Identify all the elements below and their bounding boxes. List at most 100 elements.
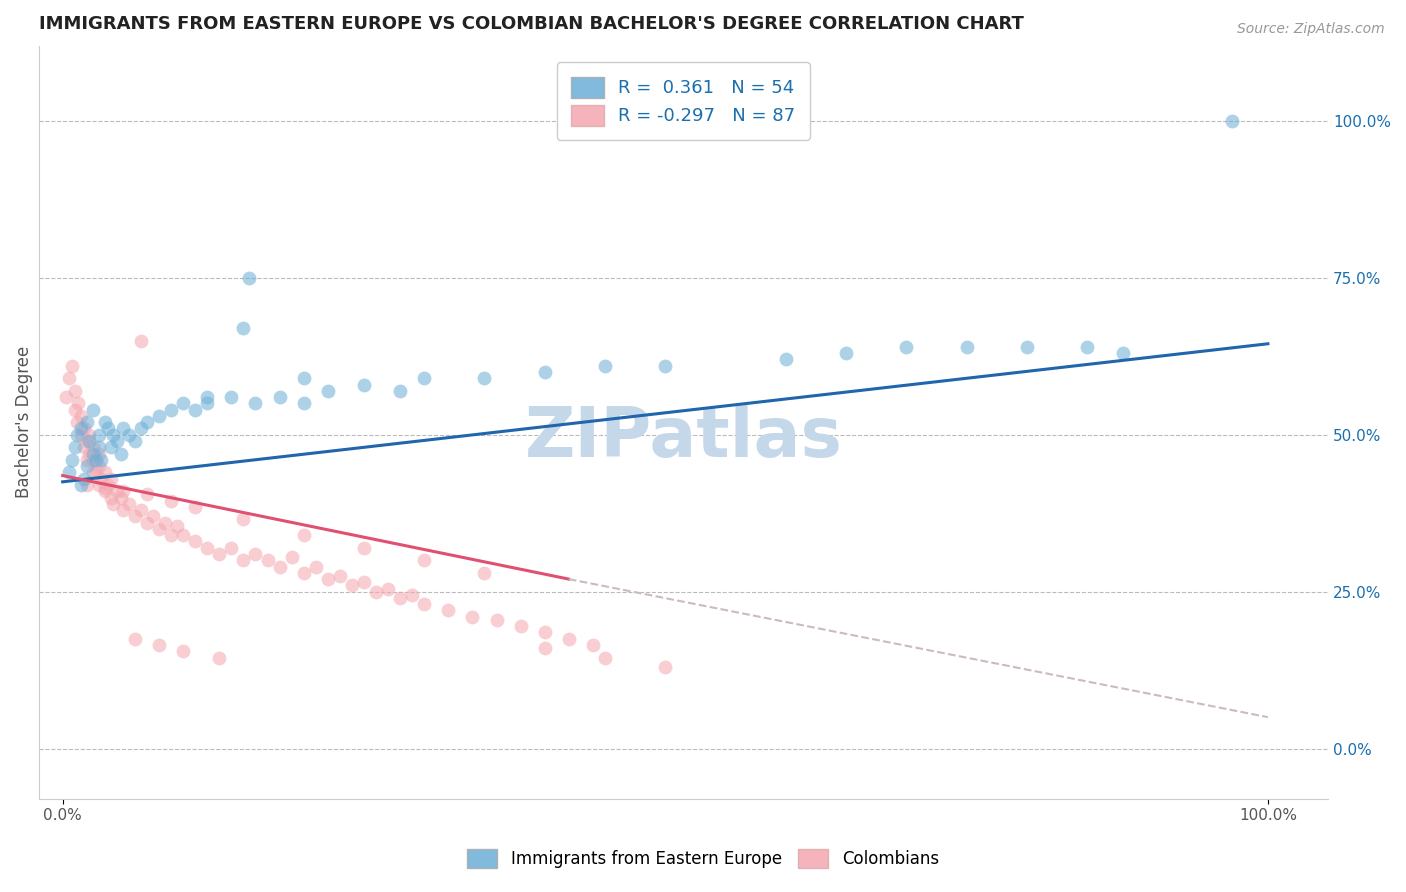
- Point: [103, 427, 125, 442]
- Point: [1076, 340, 1098, 354]
- Point: [55, 390, 77, 404]
- Point: [124, 434, 146, 448]
- Point: [153, 516, 176, 530]
- Point: [63, 384, 86, 398]
- Point: [389, 591, 412, 605]
- Point: [292, 566, 315, 580]
- Point: [69, 478, 91, 492]
- Point: [60, 359, 83, 373]
- Point: [87, 427, 110, 442]
- Point: [124, 632, 146, 646]
- Point: [105, 434, 128, 448]
- Point: [94, 484, 117, 499]
- Point: [955, 340, 977, 354]
- Point: [353, 541, 375, 555]
- Point: [256, 553, 278, 567]
- Point: [292, 371, 315, 385]
- Point: [100, 472, 122, 486]
- Point: [1112, 346, 1135, 360]
- Point: [129, 334, 152, 348]
- Point: [292, 396, 315, 410]
- Point: [654, 660, 676, 674]
- Point: [136, 516, 159, 530]
- Point: [389, 384, 412, 398]
- Point: [172, 528, 194, 542]
- Point: [77, 447, 100, 461]
- Point: [69, 409, 91, 423]
- Point: [86, 466, 108, 480]
- Point: [896, 340, 918, 354]
- Point: [58, 466, 80, 480]
- Point: [69, 421, 91, 435]
- Point: [593, 650, 616, 665]
- Point: [136, 415, 159, 429]
- Point: [87, 478, 110, 492]
- Point: [76, 415, 98, 429]
- Point: [184, 534, 207, 549]
- Point: [329, 569, 352, 583]
- Point: [238, 271, 260, 285]
- Point: [82, 466, 104, 480]
- Point: [208, 547, 231, 561]
- Point: [558, 632, 581, 646]
- Point: [413, 371, 436, 385]
- Point: [292, 528, 315, 542]
- Point: [172, 396, 194, 410]
- Point: [111, 484, 134, 499]
- Point: [593, 359, 616, 373]
- Point: [129, 503, 152, 517]
- Point: [184, 500, 207, 514]
- Point: [245, 547, 267, 561]
- Point: [437, 603, 460, 617]
- Point: [654, 359, 676, 373]
- Point: [63, 440, 86, 454]
- Point: [76, 459, 98, 474]
- Point: [166, 518, 188, 533]
- Point: [82, 453, 104, 467]
- Point: [90, 472, 112, 486]
- Point: [269, 390, 291, 404]
- Point: [87, 447, 110, 461]
- Point: [509, 619, 531, 633]
- Point: [105, 484, 128, 499]
- Point: [232, 321, 254, 335]
- Point: [533, 625, 555, 640]
- Point: [118, 497, 141, 511]
- Point: [148, 522, 170, 536]
- Point: [474, 566, 496, 580]
- Point: [142, 509, 165, 524]
- Point: [305, 559, 328, 574]
- Point: [124, 509, 146, 524]
- Point: [111, 421, 134, 435]
- Point: [533, 641, 555, 656]
- Point: [67, 396, 90, 410]
- Point: [1015, 340, 1038, 354]
- Point: [401, 588, 423, 602]
- Point: [316, 572, 339, 586]
- Point: [340, 578, 363, 592]
- Point: [94, 415, 117, 429]
- Point: [66, 427, 89, 442]
- Point: [77, 427, 100, 442]
- Point: [148, 409, 170, 423]
- Point: [195, 390, 218, 404]
- Point: [184, 402, 207, 417]
- Point: [148, 638, 170, 652]
- Point: [73, 440, 96, 454]
- Point: [353, 377, 375, 392]
- Point: [232, 553, 254, 567]
- Point: [316, 384, 339, 398]
- Point: [269, 559, 291, 574]
- Point: [94, 466, 117, 480]
- Point: [100, 491, 122, 505]
- Point: [73, 472, 96, 486]
- Point: [94, 481, 117, 495]
- Point: [110, 447, 132, 461]
- Point: [87, 459, 110, 474]
- Point: [82, 447, 104, 461]
- Point: [160, 493, 183, 508]
- Point: [97, 421, 120, 435]
- Point: [136, 487, 159, 501]
- Point: [111, 503, 134, 517]
- Point: [245, 396, 267, 410]
